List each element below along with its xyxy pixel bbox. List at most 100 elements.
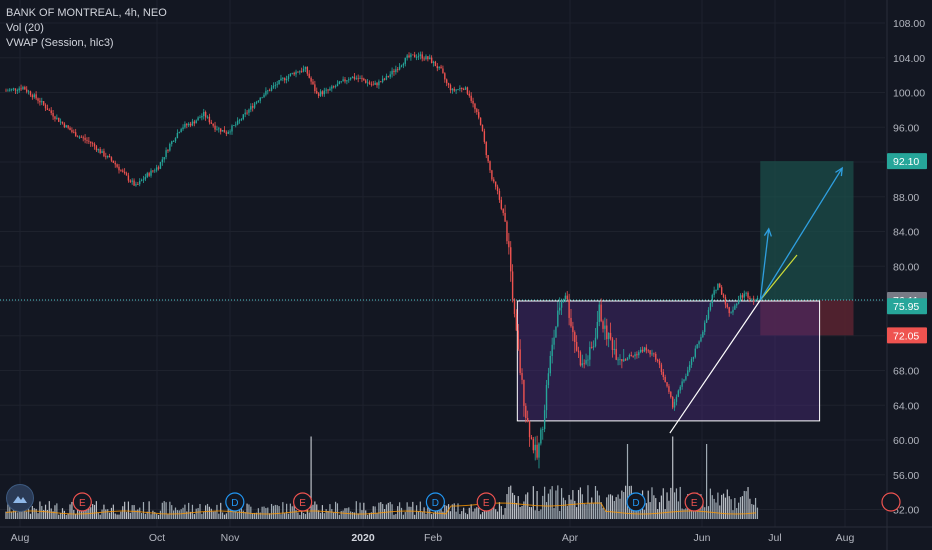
volume-bar xyxy=(240,502,243,519)
risk-reward-zones[interactable] xyxy=(516,161,854,422)
candle-body xyxy=(353,76,356,79)
drawings[interactable] xyxy=(669,166,843,434)
volume-bar xyxy=(205,505,207,519)
volume-bar xyxy=(395,513,397,519)
candle-body xyxy=(52,112,54,117)
candle-body xyxy=(9,89,11,91)
candle-body xyxy=(538,443,540,458)
candle-body xyxy=(734,305,736,310)
volume-bar xyxy=(658,502,661,519)
candle-body xyxy=(574,332,576,342)
dividend-marker xyxy=(425,492,445,512)
candle-body xyxy=(675,396,678,402)
candle-body xyxy=(289,73,292,77)
candle-body xyxy=(559,307,561,311)
symbol-title[interactable]: BANK OF MONTREAL, 4h, NEO xyxy=(6,7,167,19)
candle-body xyxy=(673,401,676,408)
volume-indicator-label[interactable]: Vol (20) xyxy=(6,22,44,34)
volume-bar xyxy=(270,503,273,519)
volume-bar xyxy=(265,507,267,519)
volume-bar xyxy=(726,489,728,519)
candle-body xyxy=(157,167,160,169)
volume-bar xyxy=(677,501,679,519)
time-axis[interactable]: Aug Oct Nov 2020 Feb Apr Jun Jul Aug xyxy=(0,526,932,544)
vwap-indicator-label[interactable]: VWAP (Session, hlc3) xyxy=(6,37,114,49)
volume-bar xyxy=(743,490,745,519)
volume-bar xyxy=(287,513,290,519)
candle-body xyxy=(756,298,759,300)
volume-bar xyxy=(449,511,452,519)
volume-bar xyxy=(540,509,542,519)
volume-bar xyxy=(560,488,563,519)
volume-bar xyxy=(334,501,337,519)
earnings-marker-offscreen xyxy=(881,492,901,512)
candle-body xyxy=(274,84,277,86)
volume-bar xyxy=(125,512,128,519)
volume-bar xyxy=(564,500,566,519)
candle-body xyxy=(374,82,376,85)
candle-body xyxy=(110,157,113,161)
volume-bar xyxy=(585,504,587,519)
volume-bar xyxy=(679,486,681,519)
volume-bar xyxy=(272,505,275,519)
volume-bar xyxy=(67,513,69,519)
volume-bar xyxy=(197,508,199,519)
candle-body xyxy=(506,221,508,242)
volume-bar xyxy=(596,490,598,519)
volume-bar xyxy=(410,506,412,519)
y-tick-label: 52.00 xyxy=(893,505,919,517)
candle-body xyxy=(368,82,371,84)
volume-bar xyxy=(576,507,578,519)
candle-body xyxy=(489,161,491,171)
candle-body xyxy=(380,81,382,83)
volume-bar xyxy=(159,510,162,519)
volume-bar xyxy=(423,507,425,519)
volume-bar xyxy=(530,507,533,519)
volume-bar xyxy=(169,501,171,519)
candle-body xyxy=(69,127,71,131)
candle-body xyxy=(711,294,713,304)
volume-bar xyxy=(739,497,742,519)
candle-body xyxy=(720,287,723,295)
volume-bar xyxy=(189,511,192,519)
candle-body xyxy=(146,173,148,178)
candles xyxy=(5,51,759,469)
candle-body xyxy=(152,170,154,172)
volume-bar xyxy=(453,503,455,519)
candle-body xyxy=(719,283,721,288)
y-tick-label: 68.00 xyxy=(893,366,919,378)
x-tick-label: Nov xyxy=(221,532,240,544)
x-tick-label: Jul xyxy=(768,532,781,544)
candle-body xyxy=(78,136,81,138)
volume-bar xyxy=(600,502,602,519)
candle-body xyxy=(459,87,461,90)
price-label-badge xyxy=(887,327,927,344)
volume-bar xyxy=(463,507,465,519)
candle-body xyxy=(545,385,548,411)
candle-body xyxy=(312,81,314,85)
volume-bar xyxy=(434,505,436,519)
tradingview-logo[interactable] xyxy=(6,484,34,512)
volume-bar xyxy=(127,501,130,519)
candle-body xyxy=(410,54,412,58)
volume-bar xyxy=(120,511,122,519)
candle-body xyxy=(600,304,602,322)
candle-body xyxy=(90,141,92,144)
price-axis[interactable]: 108.00104.00100.0096.0092.0088.0084.0080… xyxy=(886,0,927,550)
candle-body xyxy=(22,87,24,90)
candle-body xyxy=(623,359,625,362)
volume-bar xyxy=(26,511,28,519)
candle-body xyxy=(103,151,105,157)
volume-bar xyxy=(389,501,391,519)
candle-body xyxy=(572,326,574,333)
candle-body xyxy=(297,71,299,73)
candle-body xyxy=(107,156,109,158)
volume-bar xyxy=(178,510,180,519)
volume-bar xyxy=(308,512,310,519)
candle-body xyxy=(242,114,244,120)
candle-body xyxy=(159,162,162,169)
candle-body xyxy=(14,88,17,91)
volume-bar xyxy=(124,501,126,519)
